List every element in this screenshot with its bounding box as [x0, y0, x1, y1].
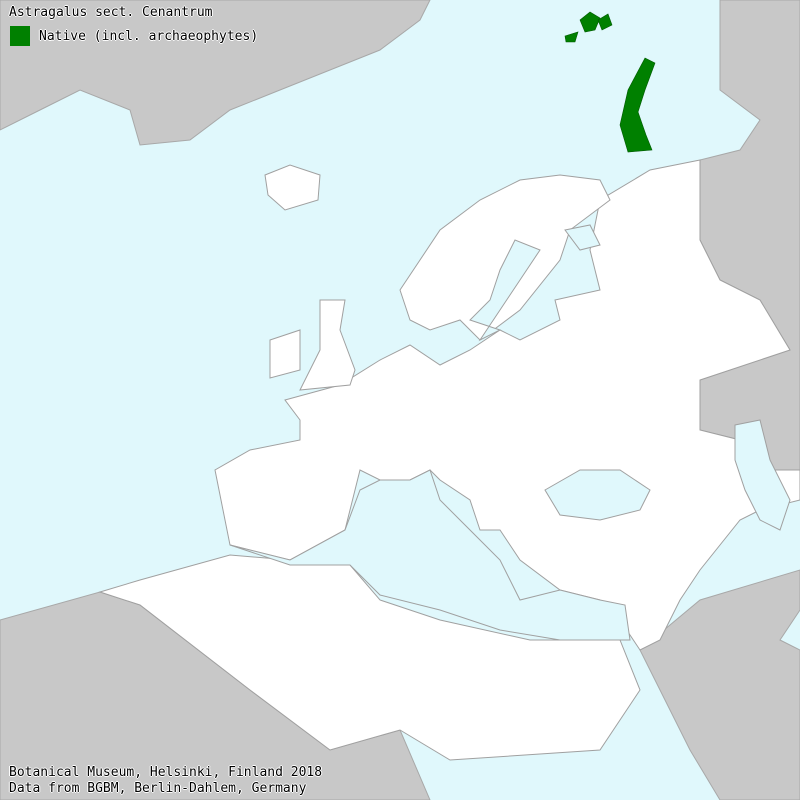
native-range-novaya-zemlya — [619, 57, 656, 153]
map-title: Astragalus sect. Cenantrum — [9, 5, 213, 20]
credit-line-1: Botanical Museum, Helsinki, Finland 2018 — [9, 765, 323, 780]
eurasia-landmass — [214, 159, 800, 651]
legend: Native (incl. archaeophytes) — [10, 26, 258, 46]
native-range-franz-josef-land — [579, 11, 601, 33]
caspian-sea — [734, 419, 791, 531]
arabia-landmass-outside — [639, 569, 800, 800]
credit-line-2: Data from BGBM, Berlin-Dahlem, Germany — [9, 781, 307, 796]
ireland — [269, 329, 301, 379]
greenland-landmass — [0, 0, 431, 146]
iceland — [264, 164, 321, 211]
white-sea — [564, 224, 601, 251]
baltic-sea — [469, 239, 541, 342]
native-range-franz-josef-land-2 — [597, 13, 613, 31]
native-range-franz-josef-land-3 — [564, 31, 579, 43]
mediterranean-sea — [229, 469, 631, 641]
black-sea — [544, 469, 651, 521]
legend-label-native: Native (incl. archaeophytes) — [39, 28, 259, 44]
great-britain — [299, 299, 356, 391]
asia-landmass-outside — [699, 0, 800, 471]
legend-swatch-native — [10, 26, 30, 46]
